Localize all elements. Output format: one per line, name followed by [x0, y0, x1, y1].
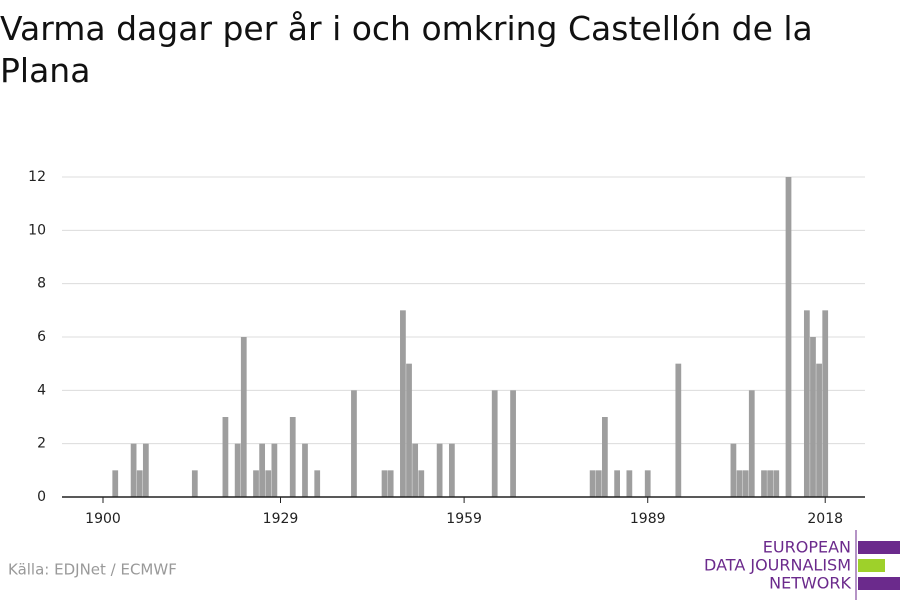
logo-bar	[858, 577, 900, 590]
logo-text: NETWORK	[769, 574, 851, 593]
y-tick-label: 6	[37, 329, 46, 345]
y-tick-label: 8	[37, 276, 46, 292]
bar	[351, 390, 357, 497]
bar	[448, 443, 455, 497]
bar	[191, 470, 198, 497]
bar	[222, 417, 229, 497]
bar	[626, 470, 633, 497]
bar	[271, 443, 278, 497]
bar	[614, 470, 620, 497]
bar	[234, 443, 241, 497]
chart-title: Varma dagar per år i och omkring Castell…	[0, 9, 813, 90]
bar	[644, 470, 651, 497]
bar	[595, 470, 602, 497]
source: Källa: EDJNet / ECMWF	[8, 561, 177, 579]
bar	[412, 443, 419, 497]
bar	[510, 390, 516, 497]
x-tick-label: 1959	[446, 511, 482, 527]
bar	[302, 443, 308, 497]
bar	[803, 310, 810, 497]
bar	[112, 470, 119, 497]
logo-text: EUROPEAN	[763, 538, 851, 557]
bar	[381, 470, 388, 497]
bar	[253, 470, 259, 497]
bar	[761, 470, 767, 497]
logo-bar	[858, 541, 900, 554]
bar	[142, 443, 149, 497]
bar	[418, 470, 425, 497]
bar	[810, 337, 816, 497]
bar	[736, 470, 743, 497]
x-tick-label: 1929	[263, 511, 299, 527]
bar	[589, 470, 596, 497]
y-tick-label: 12	[28, 169, 46, 185]
bar	[816, 363, 822, 497]
y-tick-label: 4	[37, 382, 46, 398]
bar	[289, 417, 296, 497]
bar	[730, 443, 737, 497]
bar	[436, 443, 443, 497]
bar	[136, 470, 143, 497]
bar	[602, 417, 608, 497]
bar	[491, 390, 498, 497]
bar	[314, 470, 321, 497]
bar	[406, 363, 412, 497]
y-tick-label: 10	[28, 222, 46, 238]
bar	[259, 443, 266, 497]
bar	[773, 470, 780, 497]
x-tick-label: 1989	[630, 511, 666, 527]
bar	[748, 390, 755, 497]
y-tick-label: 0	[37, 489, 46, 505]
bar	[130, 443, 137, 497]
bar	[767, 470, 774, 497]
bar	[822, 310, 829, 497]
bar	[387, 470, 394, 497]
bar	[240, 337, 247, 497]
y-tick-label: 2	[37, 436, 46, 452]
x-tick-label: 2018	[807, 511, 843, 527]
x-tick-label: 1900	[85, 511, 121, 527]
bar	[265, 470, 272, 497]
logo-text: DATA JOURNALISM	[704, 556, 851, 575]
bar	[785, 177, 792, 497]
bar	[742, 470, 749, 497]
bar	[675, 363, 682, 497]
bar	[400, 310, 406, 497]
logo-bar	[858, 559, 885, 572]
